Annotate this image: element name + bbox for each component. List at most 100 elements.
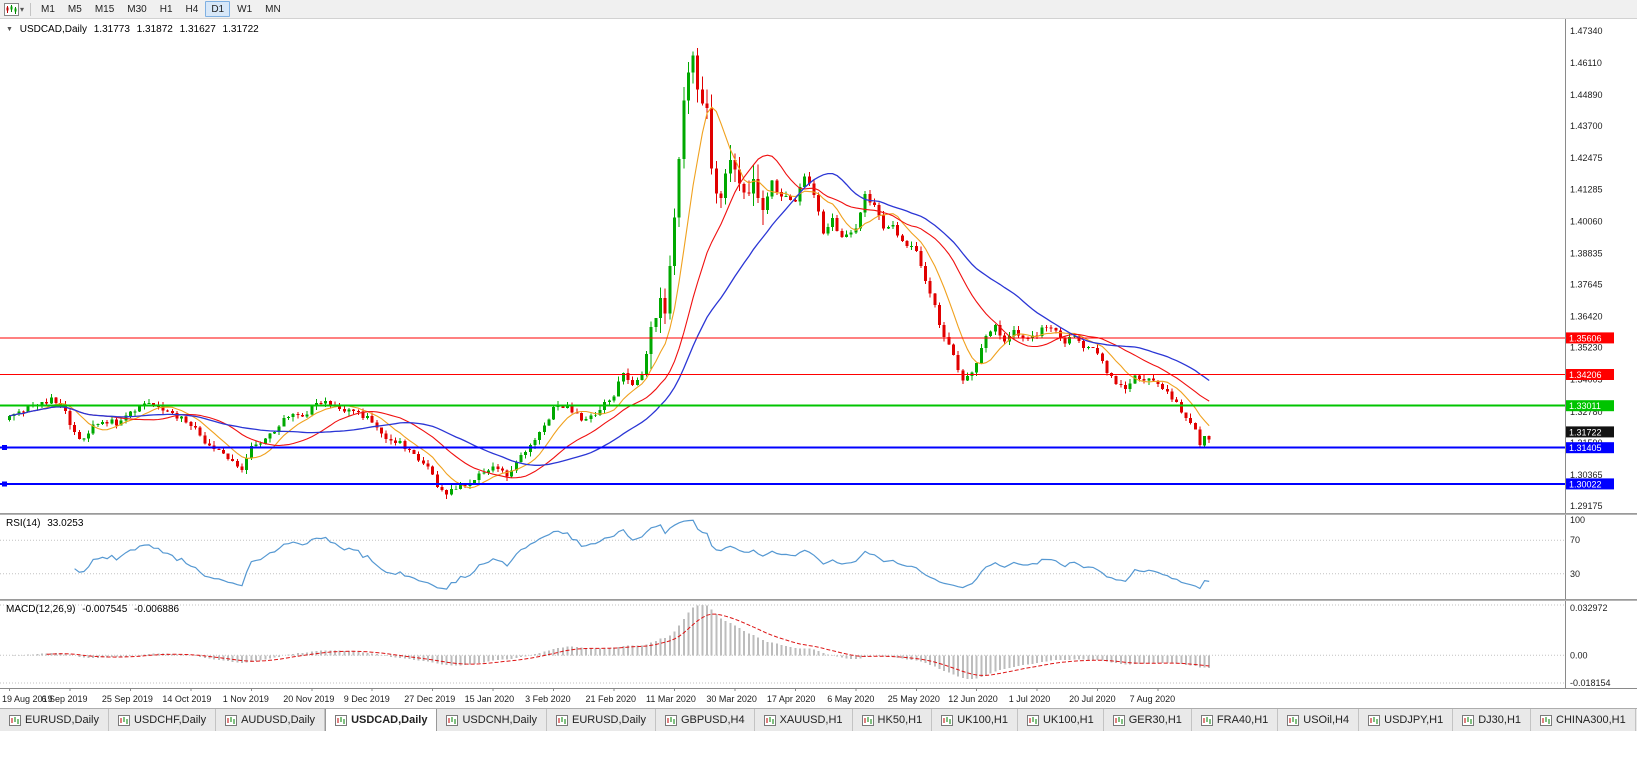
chart-tab-usdcnh-daily[interactable]: USDCNH,Daily bbox=[437, 709, 548, 731]
chart-tab-uk100-h1[interactable]: UK100,H1 bbox=[1018, 709, 1104, 731]
svg-text:1.35606: 1.35606 bbox=[1569, 333, 1602, 343]
chart-tab-fra40-h1[interactable]: FRA40,H1 bbox=[1192, 709, 1279, 731]
tab-chart-icon bbox=[556, 714, 569, 726]
macd-canvas[interactable]: 0.032972 0.00 -0.018154 bbox=[0, 601, 1637, 688]
chart-tab-hk50-h1[interactable]: HK50,H1 bbox=[853, 709, 933, 731]
toolbar-separator bbox=[30, 2, 32, 16]
chart-tab-eurusd-daily[interactable]: EURUSD,Daily bbox=[547, 709, 656, 731]
svg-text:30: 30 bbox=[1570, 569, 1580, 579]
status-area bbox=[0, 731, 1637, 767]
ohlc-close-value: 1.31722 bbox=[222, 24, 259, 35]
svg-text:-0.018154: -0.018154 bbox=[1570, 678, 1611, 688]
timeframe-button-group: M1 M5 M15 M30 H1 H4 D1 W1 MN bbox=[35, 1, 287, 17]
tab-chart-icon bbox=[1026, 714, 1039, 726]
timeframe-button-m1[interactable]: M1 bbox=[41, 4, 55, 15]
tab-label: UK100,H1 bbox=[1042, 714, 1094, 726]
timeframe-toolbar: ▾ M1 M5 M15 M30 H1 H4 D1 W1 MN bbox=[0, 0, 1637, 19]
tab-label: CHINA300,H1 bbox=[1556, 714, 1626, 726]
timeframe-button-mn[interactable]: MN bbox=[265, 4, 281, 15]
tab-label: DJ30,H1 bbox=[1478, 714, 1522, 726]
chart-tab-usdcad-daily[interactable]: USDCAD,Daily bbox=[325, 709, 438, 731]
panel-separator[interactable] bbox=[0, 599, 1637, 601]
svg-text:1.46110: 1.46110 bbox=[1570, 58, 1602, 68]
timeframe-button-h4[interactable]: H4 bbox=[185, 4, 199, 15]
tab-chart-icon bbox=[1540, 714, 1553, 726]
svg-text:20 Jul 2020: 20 Jul 2020 bbox=[1069, 694, 1116, 704]
tab-label: XAUUSD,H1 bbox=[779, 714, 843, 726]
tab-label: EURUSD,Daily bbox=[572, 714, 646, 726]
chart-tab-usdjpy-h1[interactable]: USDJPY,H1 bbox=[1359, 709, 1454, 731]
panel-separator[interactable] bbox=[0, 513, 1637, 515]
new-chart-icon[interactable] bbox=[4, 2, 19, 16]
tab-chart-icon bbox=[335, 714, 348, 726]
svg-text:15 Jan 2020: 15 Jan 2020 bbox=[465, 694, 515, 704]
timeframe-button-d1[interactable]: D1 bbox=[205, 1, 231, 17]
svg-text:21 Feb 2020: 21 Feb 2020 bbox=[586, 694, 637, 704]
timeframe-button-m30[interactable]: M30 bbox=[127, 4, 147, 15]
tab-label: USDCNH,Daily bbox=[462, 714, 538, 726]
tab-chart-icon bbox=[225, 714, 238, 726]
svg-text:1.34206: 1.34206 bbox=[1569, 370, 1602, 380]
tab-label: AUDUSD,Daily bbox=[241, 714, 316, 726]
macd-signal-value: -0.006886 bbox=[134, 604, 180, 615]
svg-text:1.41285: 1.41285 bbox=[1570, 184, 1603, 194]
svg-text:9 Dec 2019: 9 Dec 2019 bbox=[344, 694, 390, 704]
svg-text:1.35230: 1.35230 bbox=[1570, 343, 1603, 353]
svg-text:3 Feb 2020: 3 Feb 2020 bbox=[525, 694, 571, 704]
chart-tab-usdchf-daily[interactable]: USDCHF,Daily bbox=[109, 709, 217, 731]
rsi-value: 33.0253 bbox=[47, 518, 84, 529]
macd-name: MACD(12,26,9) bbox=[6, 604, 76, 615]
chart-tab-audusd-daily[interactable]: AUDUSD,Daily bbox=[216, 709, 326, 731]
tab-label: USOil,H4 bbox=[1303, 714, 1350, 726]
tab-label: UK100,H1 bbox=[957, 714, 1008, 726]
tab-label: FRA40,H1 bbox=[1216, 714, 1269, 726]
svg-text:27 Dec 2019: 27 Dec 2019 bbox=[404, 694, 455, 704]
tab-label: GBPUSD,H4 bbox=[681, 714, 745, 726]
svg-text:1.33011: 1.33011 bbox=[1569, 401, 1601, 411]
new-chart-dropdown-caret-icon[interactable]: ▾ bbox=[20, 4, 25, 14]
ohlc-open-value: 1.31773 bbox=[93, 24, 130, 35]
svg-text:30 Mar 2020: 30 Mar 2020 bbox=[706, 694, 757, 704]
rsi-name: RSI(14) bbox=[6, 518, 41, 529]
svg-text:0.032972: 0.032972 bbox=[1570, 603, 1608, 613]
svg-text:1.44890: 1.44890 bbox=[1570, 90, 1603, 100]
chart-tab-bar: EURUSD,Daily USDCHF,Daily AUDUSD,Daily USDC… bbox=[0, 708, 1637, 731]
timeframe-button-m5[interactable]: M5 bbox=[67, 4, 82, 15]
tab-chart-icon bbox=[1462, 714, 1475, 726]
chart-tab-gbpusd-h4[interactable]: GBPUSD,H4 bbox=[656, 709, 755, 731]
timeframe-button-w1[interactable]: W1 bbox=[237, 4, 253, 15]
svg-text:19 Aug 2019: 19 Aug 2019 bbox=[2, 694, 53, 704]
timeframe-button-m15[interactable]: M15 bbox=[94, 4, 115, 15]
one-click-trading-collapse-icon[interactable]: ▼ bbox=[6, 26, 13, 33]
macd-indicator-label: MACD(12,26,9) -0.007545 -0.006886 bbox=[6, 604, 183, 615]
svg-text:100: 100 bbox=[1570, 515, 1585, 525]
svg-text:6 Sep 2019: 6 Sep 2019 bbox=[42, 694, 88, 704]
chart-tab-ger30-h1[interactable]: GER30,H1 bbox=[1104, 709, 1192, 731]
chart-tab-dj30-h1[interactable]: DJ30,H1 bbox=[1453, 709, 1532, 731]
price-chart-canvas[interactable]: 1.47340 1.46110 1.44890 1.43700 1.42475 1.412… bbox=[0, 19, 1637, 513]
chart-tab-usoil-h4[interactable]: USOil,H4 bbox=[1278, 709, 1360, 731]
svg-text:14 Oct 2019: 14 Oct 2019 bbox=[162, 694, 211, 704]
chart-ohlc-readout: ▼ USDCAD,Daily 1.31773 1.31872 1.31627 1… bbox=[6, 24, 263, 35]
timeframe-button-h1[interactable]: H1 bbox=[159, 4, 173, 15]
chart-tab-eurusd-daily[interactable]: EURUSD,Daily bbox=[0, 709, 109, 731]
tab-chart-icon bbox=[1287, 714, 1300, 726]
svg-text:1.42475: 1.42475 bbox=[1570, 153, 1603, 163]
svg-text:1.40060: 1.40060 bbox=[1570, 216, 1603, 226]
svg-text:1.43700: 1.43700 bbox=[1570, 121, 1603, 131]
svg-text:1.36420: 1.36420 bbox=[1570, 312, 1603, 322]
macd-main-value: -0.007545 bbox=[82, 604, 128, 615]
svg-text:1.29175: 1.29175 bbox=[1570, 501, 1603, 511]
tab-chart-icon bbox=[941, 714, 954, 726]
svg-text:1.30365: 1.30365 bbox=[1570, 470, 1603, 480]
chart-tab-china300-h1[interactable]: CHINA300,H1 bbox=[1531, 709, 1636, 731]
ohlc-high-value: 1.31872 bbox=[136, 24, 173, 35]
svg-text:25 May 2020: 25 May 2020 bbox=[888, 694, 940, 704]
chart-tab-xauusd-h1[interactable]: XAUUSD,H1 bbox=[755, 709, 853, 731]
chart-tab-uk100-h1[interactable]: UK100,H1 bbox=[932, 709, 1018, 731]
rsi-canvas[interactable]: 100 70 30 bbox=[0, 515, 1637, 599]
rsi-indicator-label: RSI(14) 33.0253 bbox=[6, 518, 87, 529]
tab-label: HK50,H1 bbox=[877, 714, 923, 726]
